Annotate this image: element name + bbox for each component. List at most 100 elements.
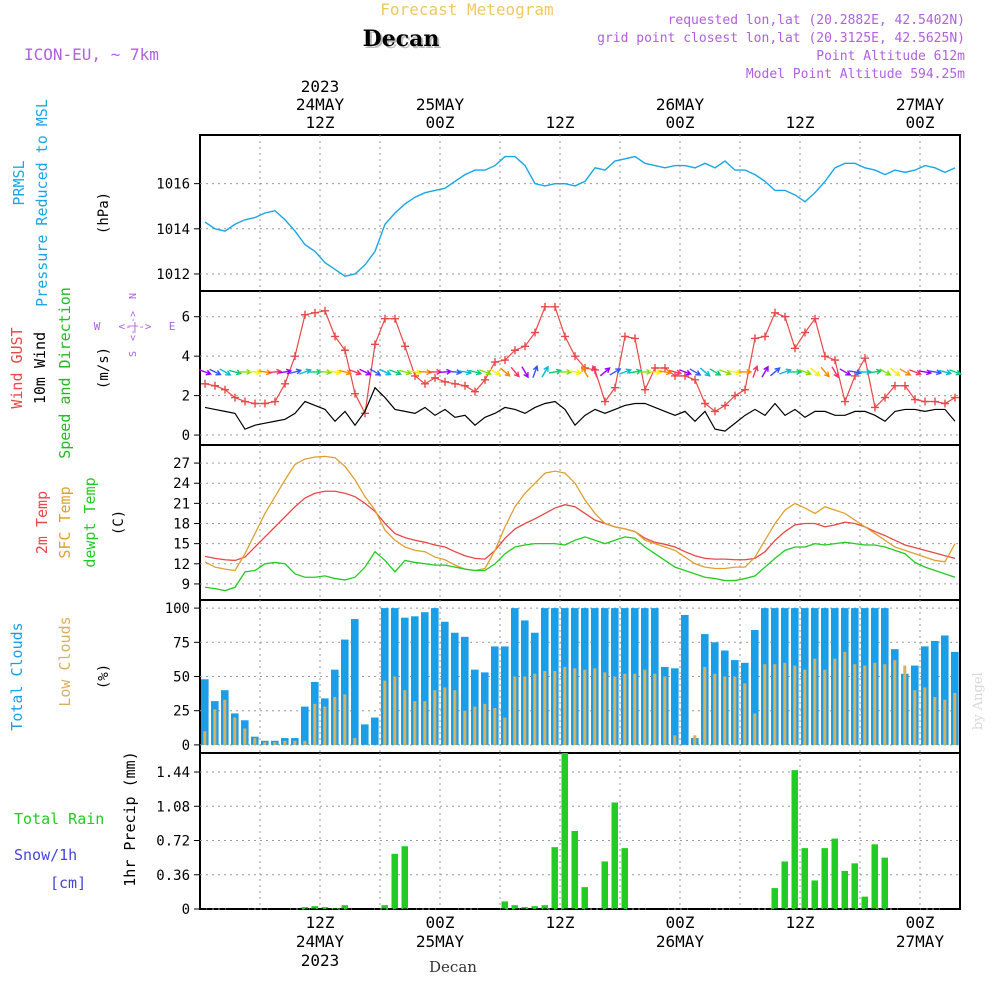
gust-marker — [941, 399, 949, 408]
low-cloud-bar — [863, 665, 867, 745]
total-cloud-bar — [381, 608, 389, 745]
temp-ytick-label: 12 — [173, 557, 190, 573]
gust-marker — [441, 377, 449, 386]
pressure-line — [204, 155, 956, 277]
pressure-ytick-label: 1016 — [156, 177, 190, 193]
gust-marker — [771, 308, 779, 317]
temp-ytick-label: 15 — [173, 537, 190, 553]
low-cloud-bar — [693, 735, 697, 745]
gust-marker — [451, 379, 459, 388]
gust-marker — [881, 393, 889, 402]
low-cloud-bar — [443, 687, 447, 745]
bottom-time-label-b00a: 00Z — [426, 913, 455, 932]
wind-direction-arrow — [820, 366, 830, 378]
gust-marker — [631, 334, 639, 343]
low-cloud-bar — [773, 664, 777, 745]
gust-marker — [551, 302, 559, 311]
low-cloud-bar — [643, 669, 647, 745]
gust-marker — [781, 312, 789, 321]
rain-bar — [571, 831, 578, 909]
low-cloud-bar — [763, 664, 767, 745]
low-cloud-bar — [713, 673, 717, 745]
wind-direction-arrow — [909, 369, 923, 376]
point-altitude: Point Altitude 612m — [816, 49, 965, 64]
low-cloud-bar — [573, 668, 577, 745]
total-cloud-bar — [671, 668, 679, 745]
low-cloud-bar — [243, 728, 247, 745]
gust-marker — [511, 346, 519, 355]
total-cloud-label: Total Clouds — [8, 622, 26, 730]
low-cloud-bar — [433, 690, 437, 745]
wind-direction-arrow — [599, 367, 611, 377]
bottom-time-label-b12a: 24MAY — [296, 932, 345, 951]
clouds-ytick-label: 75 — [173, 635, 190, 651]
precip-ytick-label: 0.72 — [156, 834, 190, 850]
wind-direction-arrow — [278, 368, 293, 375]
wind-direction-arrow — [949, 369, 963, 376]
low-cloud-bar — [283, 740, 287, 745]
rain-bar — [821, 848, 828, 909]
top-time-label-t12a: 12Z — [306, 113, 335, 132]
gust-marker — [461, 381, 469, 390]
rain-bar — [601, 861, 608, 909]
low-cloud-bar — [383, 680, 387, 745]
temp2m-label: 2m Temp — [33, 491, 51, 554]
low-cloud-bar — [923, 687, 927, 745]
gust-marker — [201, 379, 209, 388]
rain-bar — [581, 887, 588, 909]
gust-marker — [621, 332, 629, 341]
gust-marker — [761, 332, 769, 341]
low-cloud-bar — [783, 662, 787, 745]
gust-marker — [901, 381, 909, 390]
low-cloud-bar — [743, 683, 747, 745]
gust-marker — [661, 364, 669, 372]
gust-marker — [681, 371, 689, 380]
rain-bar — [511, 905, 518, 909]
low-cloud-bar — [883, 664, 887, 745]
temp-ytick-label: 21 — [173, 496, 190, 512]
rain-bar — [551, 847, 558, 909]
top-time-label-t12a: 24MAY — [296, 95, 345, 114]
temp-ytick-label: 9 — [182, 577, 190, 593]
footer-location: Decan — [429, 958, 477, 976]
sfc-temp-label: SFC Temp — [56, 486, 74, 558]
low-cloud-bar — [473, 706, 477, 745]
top-time-label-t00b: 26MAY — [656, 95, 705, 114]
wind-ytick-label: 0 — [182, 428, 190, 444]
low-cloud-bar — [453, 690, 457, 745]
top-time-label-t00b: 00Z — [666, 113, 695, 132]
wind-direction-arrow — [761, 365, 769, 378]
gust-marker — [821, 352, 829, 361]
temp-line-1 — [204, 455, 956, 572]
pressure-ytick-label: 1014 — [156, 222, 190, 238]
wind-direction-arrow — [389, 369, 403, 376]
wind-direction-arrow — [479, 369, 493, 376]
gust-marker — [571, 352, 579, 361]
wind-unit: (m/s) — [96, 347, 112, 389]
wind-direction-arrow — [219, 368, 232, 376]
wind-direction-arrow — [248, 369, 263, 376]
rain-bar — [341, 905, 348, 909]
low-cloud-bar — [253, 738, 257, 745]
gust-marker — [891, 381, 899, 390]
wind-direction-arrow — [510, 366, 520, 378]
wind-direction-arrow — [628, 368, 643, 375]
bottom-time-label-b12a: 2023 — [301, 951, 340, 970]
low-cloud-bar — [873, 662, 877, 745]
clouds-unit: (%) — [96, 664, 112, 689]
low-cloud-bar — [793, 665, 797, 745]
low-cloud-bar — [933, 697, 937, 745]
low-cloud-bar — [513, 676, 517, 745]
gust-marker — [751, 334, 759, 343]
temp-unit: (C) — [111, 510, 127, 535]
pressure-frame — [199, 134, 961, 292]
rain-bar — [801, 848, 808, 909]
low-cloud-bar — [943, 699, 947, 745]
wind-direction-arrow — [541, 365, 549, 378]
wind-direction-arrow — [229, 369, 243, 376]
low-cloud-bar — [323, 706, 327, 745]
low-cloud-bar — [563, 666, 567, 745]
total-cloud-bar — [461, 636, 469, 745]
compass-horizontal-arrows: <-|-> — [118, 320, 151, 333]
low-cloud-bar — [803, 669, 807, 745]
